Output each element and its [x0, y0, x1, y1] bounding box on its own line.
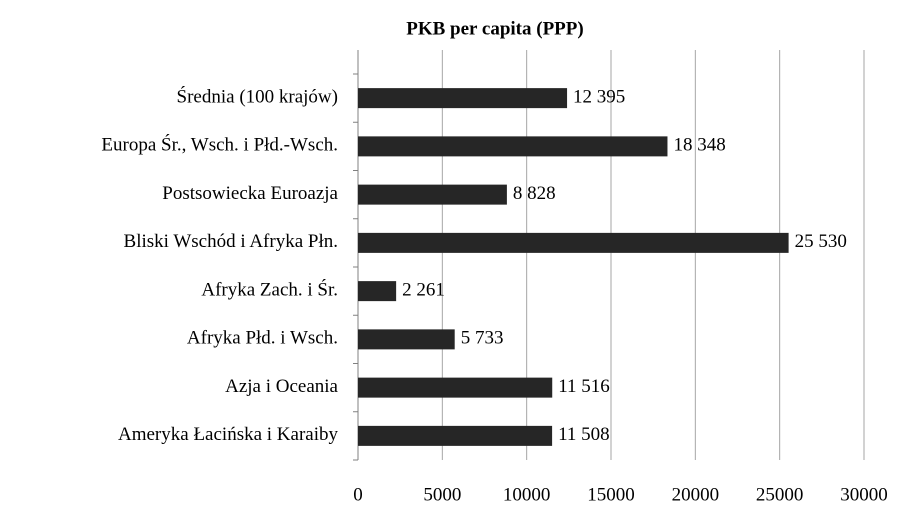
x-tick-label: 25000: [756, 484, 804, 505]
value-label: 25 530: [795, 231, 847, 252]
bar: [358, 377, 553, 398]
bar: [358, 425, 553, 446]
bar: [358, 184, 507, 205]
x-tick-label: 5000: [423, 484, 461, 505]
value-label: 8 828: [513, 183, 556, 204]
x-tick-label: 30000: [840, 484, 888, 505]
x-tick-label: 15000: [587, 484, 635, 505]
bar: [358, 329, 455, 350]
bar: [358, 88, 568, 109]
chart-title: PKB per capita (PPP): [406, 18, 583, 39]
value-label: 2 261: [402, 279, 445, 300]
y-tick-label: Bliski Wschód i Afryka Płn.: [124, 231, 338, 252]
bar: [358, 232, 789, 253]
x-tick-label: 0: [353, 484, 363, 505]
y-tick-label: Afryka Płd. i Wsch.: [187, 328, 338, 349]
y-tick-label: Średnia (100 krajów): [177, 85, 338, 107]
value-label: 18 348: [673, 135, 725, 156]
x-tick-label: 20000: [672, 484, 720, 505]
bar: [358, 281, 397, 302]
value-label: 5 733: [461, 328, 504, 349]
y-tick-label: Azja i Oceania: [225, 376, 338, 397]
y-tick-label: Afryka Zach. i Śr.: [201, 278, 338, 300]
x-tick-label: 10000: [503, 484, 551, 505]
y-tick-label: Postsowiecka Euroazja: [162, 183, 338, 204]
y-tick-label: Europa Śr., Wsch. i Płd.-Wsch.: [101, 134, 338, 156]
value-label: 11 508: [558, 424, 610, 445]
bar: [358, 136, 668, 157]
y-tick-label: Ameryka Łacińska i Karaiby: [118, 424, 338, 445]
value-label: 11 516: [558, 376, 610, 397]
value-label: 12 395: [573, 86, 625, 107]
